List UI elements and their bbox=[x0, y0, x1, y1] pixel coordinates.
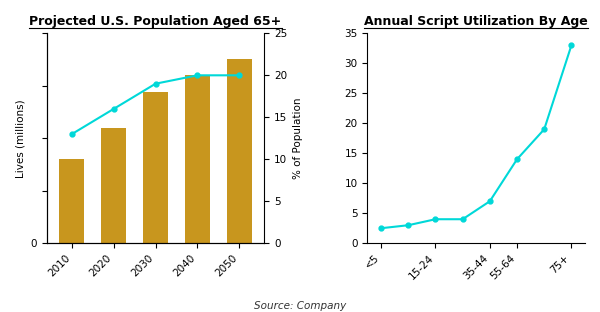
Y-axis label: Lives (millions): Lives (millions) bbox=[15, 99, 25, 178]
Bar bbox=[185, 75, 210, 243]
Bar bbox=[227, 59, 252, 243]
Title: Projected U.S. Population Aged 65+: Projected U.S. Population Aged 65+ bbox=[29, 15, 281, 28]
Bar bbox=[101, 128, 126, 243]
Text: Source: Company: Source: Company bbox=[254, 301, 346, 311]
Bar bbox=[59, 159, 85, 243]
Bar bbox=[143, 92, 168, 243]
Title: Annual Script Utilization By Age: Annual Script Utilization By Age bbox=[364, 15, 588, 28]
Y-axis label: % of Population: % of Population bbox=[293, 98, 303, 179]
